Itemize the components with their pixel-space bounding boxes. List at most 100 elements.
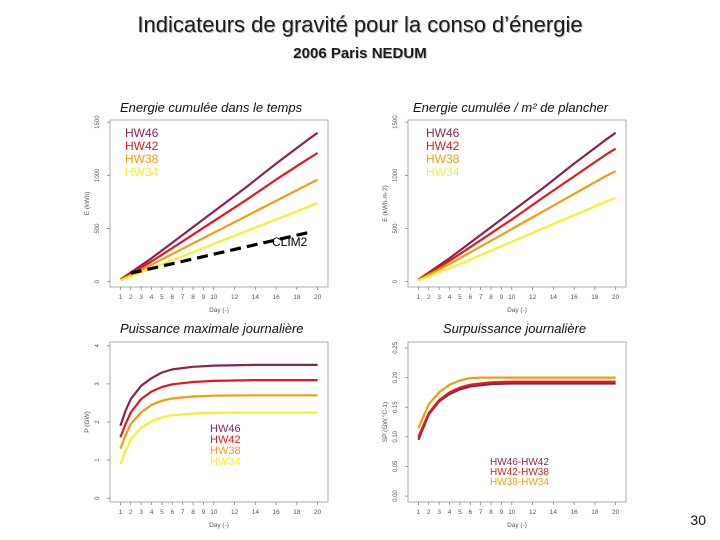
plot-frame — [407, 119, 627, 288]
x-tick-label: 20 — [314, 509, 322, 516]
slide-subtitle: 2006 Paris NEDUM — [293, 45, 427, 62]
x-tick-label: 2 — [129, 294, 133, 301]
y-tick-label: 0 — [95, 496, 101, 500]
x-tick-label: 3 — [139, 294, 143, 301]
legend-entry: HW46 — [210, 423, 241, 435]
x-tick-label: 20 — [612, 509, 620, 516]
series-line-hw46 — [417, 131, 617, 281]
y-tick-label: 0.05 — [393, 460, 399, 472]
x-tick-label: 8 — [489, 509, 493, 516]
chart-title-pmax: Puissance maximale journalière — [120, 321, 304, 336]
x-axis-label: Day (-) — [209, 307, 229, 314]
y-tick-label: 1 — [95, 458, 101, 462]
plot-frame — [109, 341, 329, 503]
legend-entry: HW34 — [210, 456, 241, 468]
x-tick-label: 9 — [202, 294, 206, 301]
x-tick-label: 16 — [570, 294, 578, 301]
x-tick-label: 12 — [529, 509, 537, 516]
x-tick-label: 8 — [191, 509, 195, 516]
series-line-hw34 — [418, 196, 617, 282]
x-tick-label: 7 — [479, 509, 483, 516]
y-tick-label: 1500 — [95, 115, 101, 129]
x-tick-label: 2 — [129, 509, 133, 516]
x-tick-label: 14 — [550, 509, 558, 516]
y-tick-label: 0.20 — [393, 371, 399, 383]
y-tick-label: 0.10 — [393, 430, 399, 442]
x-tick-label: 1 — [417, 294, 421, 301]
legend-entry: HW34 — [125, 165, 159, 179]
x-tick-label: 10 — [210, 509, 218, 516]
x-tick-label: 8 — [191, 294, 195, 301]
x-tick-label: 18 — [591, 294, 599, 301]
x-tick-label: 20 — [612, 294, 620, 301]
series-line-hw38 — [119, 394, 318, 450]
legend-entry: HW42 — [426, 139, 460, 153]
legend-entry: HW46 — [125, 126, 159, 140]
x-tick-label: 4 — [150, 294, 154, 301]
series-line-hw38 — [119, 178, 319, 282]
x-tick-label: 18 — [293, 294, 301, 301]
x-tick-label: 12 — [231, 509, 239, 516]
chart-title-cum-m2: Energie cumulée / m² de plancher — [413, 100, 609, 115]
series-line-hw46 — [119, 131, 319, 281]
y-tick-label: 500 — [393, 223, 399, 234]
x-tick-label: 14 — [252, 294, 260, 301]
x-axis-label: Day (-) — [209, 522, 229, 529]
y-tick-label: 0 — [393, 279, 399, 283]
legend-entry: HW42 — [125, 139, 159, 153]
x-tick-label: 12 — [529, 294, 537, 301]
chart-title-surp: Surpuissance journalière — [443, 321, 587, 336]
y-axis-label: E (kWh.m-2) — [382, 185, 389, 221]
annotation-label: CLIM2 — [272, 235, 308, 249]
legend-entry: HW38-HW34 — [490, 477, 549, 488]
x-tick-label: 7 — [181, 509, 185, 516]
x-tick-label: 6 — [170, 509, 174, 516]
series-line-hw42-hw38 — [417, 380, 616, 438]
y-tick-label: 1500 — [393, 115, 399, 129]
x-tick-label: 4 — [448, 509, 452, 516]
series-line-clim2 — [130, 231, 308, 275]
x-tick-label: 2 — [427, 294, 431, 301]
chart-daily-overpower: 1 2 3 4 5 6 7 8 9 10 12 14 16 18 200.000.050.100.150.2… — [381, 341, 627, 529]
y-tick-label: 1000 — [393, 168, 399, 182]
x-tick-label: 6 — [468, 294, 472, 301]
y-tick-label: 0.25 — [393, 341, 399, 353]
legend-entry: HW38 — [125, 152, 159, 166]
y-tick-label: 0 — [95, 279, 101, 283]
x-tick-label: 10 — [210, 294, 218, 301]
x-tick-label: 5 — [160, 294, 164, 301]
plot-frame — [407, 341, 627, 503]
y-tick-label: 0.00 — [393, 490, 399, 502]
y-axis-label: SP (GW.°C-1) — [381, 402, 389, 442]
legend-entry: HW42 — [210, 434, 241, 446]
x-axis-label: Day (-) — [507, 522, 527, 529]
series-line-hw38 — [417, 170, 617, 282]
x-tick-label: 16 — [272, 509, 280, 516]
x-tick-label: 1 — [119, 509, 123, 516]
x-tick-label: 10 — [508, 509, 516, 516]
x-tick-label: 3 — [437, 294, 441, 301]
series-line-hw42 — [119, 378, 318, 438]
x-tick-label: 3 — [139, 509, 143, 516]
x-tick-label: 10 — [508, 294, 516, 301]
series-line-hw38-hw34 — [417, 376, 616, 429]
x-tick-label: 18 — [293, 509, 301, 516]
y-tick-label: 500 — [95, 223, 101, 234]
x-tick-label: 18 — [591, 509, 599, 516]
x-tick-label: 9 — [500, 294, 504, 301]
x-tick-label: 6 — [170, 294, 174, 301]
x-tick-label: 5 — [458, 294, 462, 301]
legend-entry: HW46-HW42 — [490, 457, 549, 468]
slide-number: 30 — [690, 512, 706, 528]
series-line-hw34 — [119, 411, 318, 465]
x-tick-label: 1 — [417, 509, 421, 516]
x-tick-label: 5 — [160, 509, 164, 516]
series-line-hw42 — [417, 147, 617, 281]
x-tick-label: 5 — [458, 509, 462, 516]
x-tick-label: 14 — [550, 294, 558, 301]
series-line-hw46 — [119, 363, 318, 427]
y-tick-label: 0.15 — [393, 401, 399, 413]
